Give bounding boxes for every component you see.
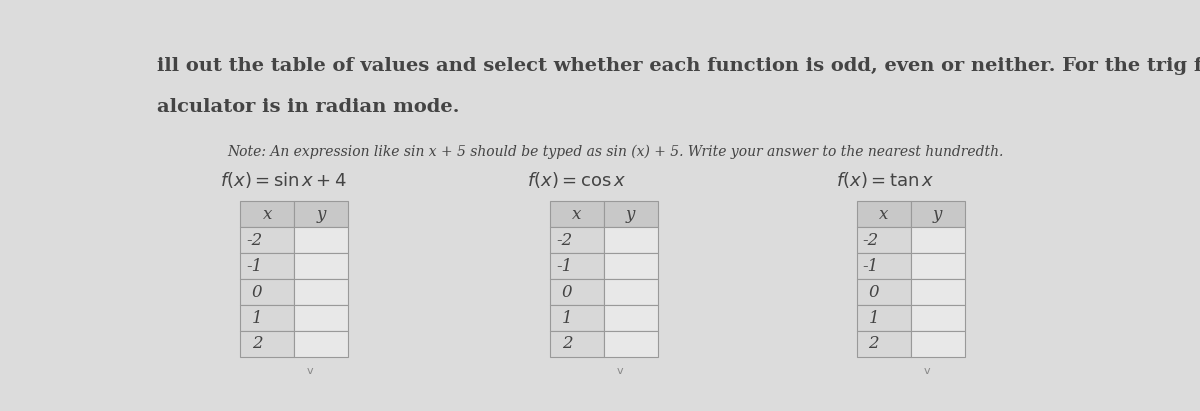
Text: ill out the table of values and select whether each function is odd, even or nei: ill out the table of values and select w…	[157, 57, 1200, 75]
Bar	[604, 201, 658, 227]
Bar	[911, 253, 965, 279]
Bar	[294, 279, 348, 305]
Text: alculator is in radian mode.: alculator is in radian mode.	[157, 98, 460, 116]
Bar	[550, 227, 604, 253]
Bar	[857, 201, 911, 227]
Bar	[240, 227, 294, 253]
Bar	[294, 253, 348, 279]
Text: 0: 0	[869, 284, 880, 300]
Text: v: v	[307, 367, 313, 376]
Bar	[911, 279, 965, 305]
Text: -2: -2	[863, 232, 880, 249]
Bar	[550, 253, 604, 279]
Bar	[911, 227, 965, 253]
Text: -2: -2	[556, 232, 572, 249]
Text: y: y	[626, 206, 636, 223]
Text: Note: An expression like sin x + 5 should be typed as sin (x) + 5. Write your an: Note: An expression like sin x + 5 shoul…	[227, 144, 1003, 159]
Text: -1: -1	[246, 258, 263, 275]
Text: 1: 1	[869, 309, 880, 326]
Bar	[240, 279, 294, 305]
Text: x: x	[263, 206, 272, 223]
Text: v: v	[924, 367, 930, 376]
Text: $f(x) = \tan x$: $f(x) = \tan x$	[836, 170, 935, 190]
Bar	[857, 305, 911, 331]
Bar	[240, 331, 294, 357]
Bar	[240, 305, 294, 331]
Text: 1: 1	[252, 309, 263, 326]
Bar	[604, 279, 658, 305]
Text: y: y	[317, 206, 326, 223]
Bar	[294, 331, 348, 357]
Bar	[550, 305, 604, 331]
Bar	[911, 201, 965, 227]
Bar	[294, 305, 348, 331]
Bar	[911, 331, 965, 357]
Bar	[550, 201, 604, 227]
Bar	[240, 201, 294, 227]
Text: v: v	[617, 367, 623, 376]
Text: 1: 1	[562, 309, 572, 326]
Bar	[911, 305, 965, 331]
Text: $f(x) = \sin x + 4$: $f(x) = \sin x + 4$	[220, 170, 347, 190]
Bar	[550, 279, 604, 305]
Bar	[857, 331, 911, 357]
Bar	[240, 253, 294, 279]
Bar	[604, 331, 658, 357]
Text: y: y	[934, 206, 942, 223]
Text: -1: -1	[556, 258, 572, 275]
Bar	[550, 331, 604, 357]
Bar	[604, 227, 658, 253]
Text: x: x	[572, 206, 582, 223]
Bar	[857, 279, 911, 305]
Text: 2: 2	[252, 335, 263, 353]
Bar	[857, 253, 911, 279]
Text: 0: 0	[562, 284, 572, 300]
Text: 2: 2	[562, 335, 572, 353]
Text: 0: 0	[252, 284, 263, 300]
Text: 2: 2	[869, 335, 880, 353]
Text: x: x	[880, 206, 888, 223]
Text: $f(x) = \cos x$: $f(x) = \cos x$	[527, 170, 625, 190]
Text: -1: -1	[863, 258, 880, 275]
Bar	[604, 305, 658, 331]
Text: -2: -2	[246, 232, 263, 249]
Bar	[604, 253, 658, 279]
Bar	[857, 227, 911, 253]
Bar	[294, 227, 348, 253]
Bar	[294, 201, 348, 227]
